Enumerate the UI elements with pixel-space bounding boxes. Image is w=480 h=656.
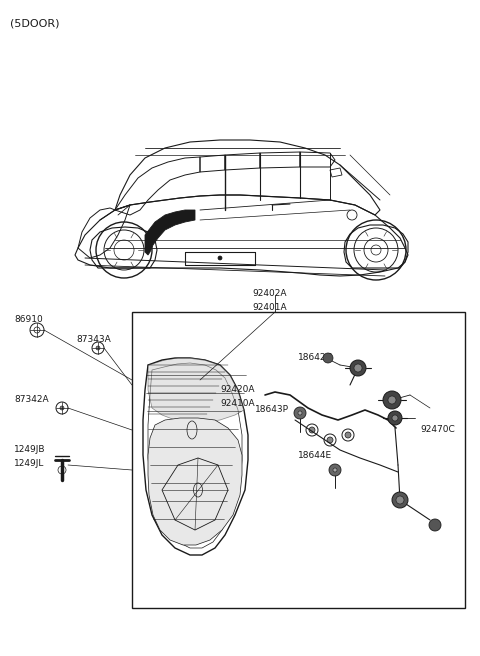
Text: (5DOOR): (5DOOR) xyxy=(10,18,60,28)
Text: 92410A: 92410A xyxy=(220,400,254,409)
Circle shape xyxy=(298,411,302,415)
Text: 18643P: 18643P xyxy=(255,405,289,415)
Circle shape xyxy=(350,360,366,376)
Circle shape xyxy=(60,406,64,410)
Circle shape xyxy=(333,468,337,472)
Circle shape xyxy=(96,346,100,350)
Circle shape xyxy=(392,415,398,421)
Circle shape xyxy=(309,427,315,433)
Polygon shape xyxy=(145,210,195,255)
Text: 1249JL: 1249JL xyxy=(14,459,44,468)
Circle shape xyxy=(218,256,222,260)
Text: 87343A: 87343A xyxy=(76,335,111,344)
Text: 1249JB: 1249JB xyxy=(14,445,46,453)
Text: 92420A: 92420A xyxy=(220,386,254,394)
Text: 92470C: 92470C xyxy=(420,426,455,434)
Circle shape xyxy=(396,496,404,504)
Circle shape xyxy=(354,364,362,372)
Text: 92402A: 92402A xyxy=(252,289,287,298)
Circle shape xyxy=(429,519,441,531)
Text: 92401A: 92401A xyxy=(252,304,287,312)
Text: 87342A: 87342A xyxy=(14,396,48,405)
Circle shape xyxy=(294,407,306,419)
Circle shape xyxy=(323,353,333,363)
Circle shape xyxy=(388,396,396,404)
Polygon shape xyxy=(148,358,244,422)
Circle shape xyxy=(345,432,351,438)
Circle shape xyxy=(327,437,333,443)
Circle shape xyxy=(383,391,401,409)
Text: 18642G: 18642G xyxy=(298,354,334,363)
Text: 86910: 86910 xyxy=(14,314,43,323)
Circle shape xyxy=(392,492,408,508)
Polygon shape xyxy=(148,418,242,545)
Circle shape xyxy=(388,411,402,425)
Circle shape xyxy=(329,464,341,476)
Text: 18644E: 18644E xyxy=(298,451,332,459)
